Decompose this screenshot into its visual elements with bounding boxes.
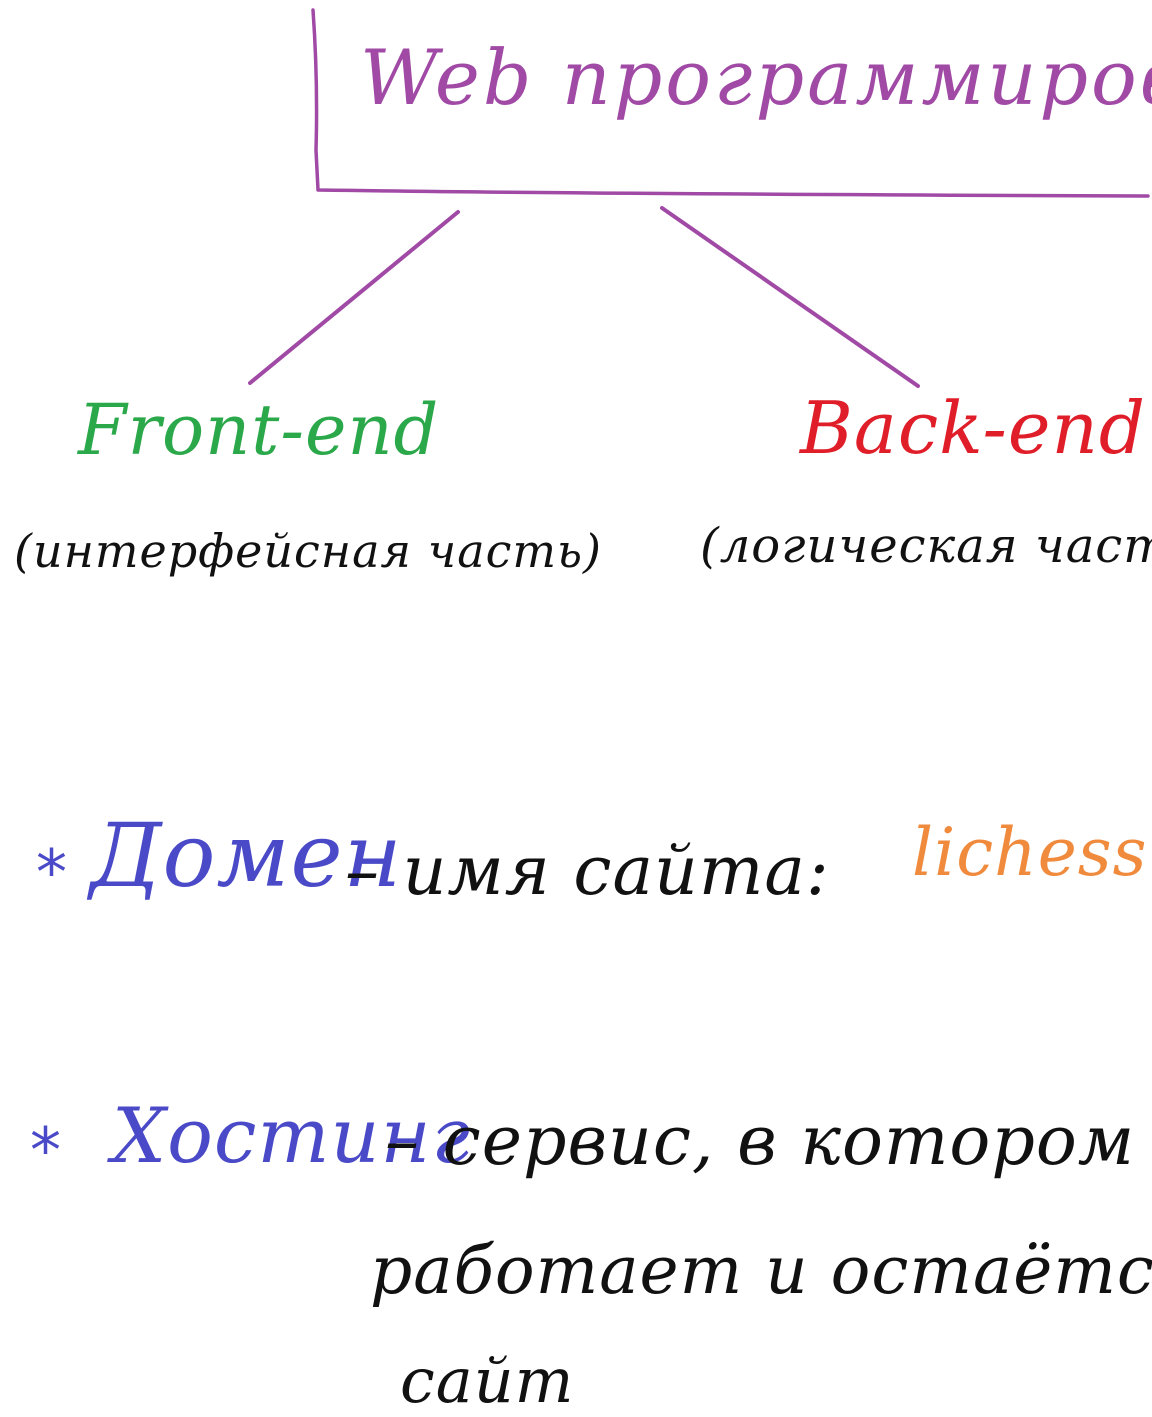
hosting-definition-line1: – сервис, в котором (385, 1102, 1136, 1181)
domain-bullet-icon: * (36, 836, 67, 909)
frontend-description: (интерфейсная часть) (14, 524, 602, 578)
diagram-title: Web программирование (360, 33, 1152, 122)
hosting-definition-line2: работает и остаётся наш (370, 1232, 1152, 1309)
backend-description: (логическая часть) (700, 518, 1152, 574)
title-box (311, 8, 1150, 198)
domain-definition: – имя сайта: (345, 832, 830, 911)
domain-term: Домен (90, 804, 403, 907)
connector-right (660, 206, 920, 388)
hosting-definition-line3: сайт (400, 1344, 575, 1417)
hosting-term: Хостинг (112, 1091, 471, 1180)
hosting-bullet-icon: * (30, 1114, 61, 1187)
connector-left (248, 210, 460, 385)
backend-label: Back-end (800, 386, 1146, 470)
domain-example: lichess.org (912, 814, 1152, 891)
frontend-label: Front-end (78, 389, 440, 471)
